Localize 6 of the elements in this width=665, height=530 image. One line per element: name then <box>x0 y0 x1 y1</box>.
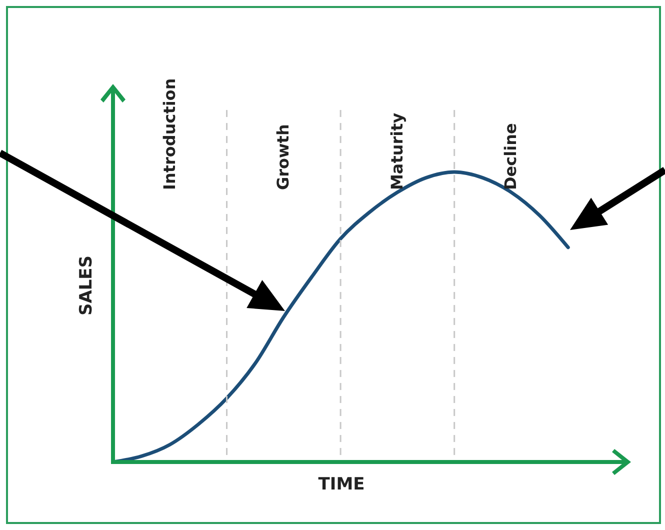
annotation: Decline <box>501 123 520 190</box>
annotation: Introduction <box>160 78 179 190</box>
y-axis-title: SALES <box>76 255 96 316</box>
annotation: Growth <box>274 124 293 190</box>
annotation: Maturity <box>387 112 406 190</box>
x-axis-title: TIME <box>318 474 365 494</box>
